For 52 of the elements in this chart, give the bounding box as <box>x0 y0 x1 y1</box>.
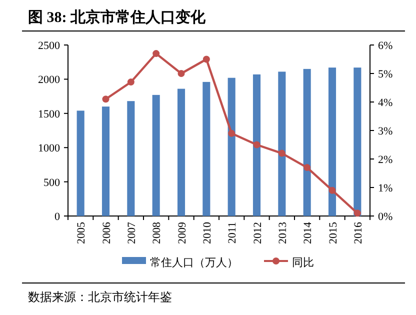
x-tick-label: 2010 <box>201 222 214 244</box>
bar <box>152 94 160 216</box>
y2-tick-label: 3% <box>378 126 393 138</box>
bar <box>76 110 84 216</box>
bar <box>252 74 261 216</box>
y2-tick-label: 6% <box>378 40 393 52</box>
y2-tick-label: 1% <box>378 182 393 194</box>
point <box>304 164 311 172</box>
bar <box>127 101 135 216</box>
y2-tick-label: 0% <box>378 211 393 223</box>
chart-title: 图 38: 北京市常住人口变化 <box>28 8 206 26</box>
legend-label: 常住人口（万人） <box>150 256 238 269</box>
point <box>278 150 286 157</box>
x-tick-label: 2016 <box>352 222 364 244</box>
x-tick-label: 2014 <box>302 222 314 244</box>
x-tick-label: 2007 <box>126 222 138 244</box>
source-note: 数据来源：北京市统计年鉴 <box>28 290 172 304</box>
y2-tick-label: 4% <box>378 97 393 109</box>
bar <box>328 68 336 216</box>
point <box>253 141 260 148</box>
point <box>127 78 134 86</box>
bar <box>202 82 210 216</box>
y-tick-label: 2500 <box>38 40 60 52</box>
y-tick-label: 1500 <box>38 108 60 120</box>
x-tick-label: 2009 <box>176 222 188 244</box>
bar <box>278 72 286 216</box>
point <box>178 70 185 77</box>
point <box>102 96 110 103</box>
y-tick-label: 1000 <box>38 142 60 155</box>
point <box>152 50 160 58</box>
bar <box>354 68 362 216</box>
point <box>228 130 236 137</box>
legend-label: 同比 <box>292 256 314 269</box>
y2-tick-label: 2% <box>378 154 393 166</box>
point <box>354 210 361 217</box>
y2-tick-label: 5% <box>378 68 393 80</box>
bar <box>177 88 186 216</box>
x-tick-label: 2006 <box>100 222 113 244</box>
point <box>328 186 336 194</box>
y-tick-label: 2000 <box>38 74 60 86</box>
x-tick-label: 2008 <box>151 222 164 244</box>
x-tick-label: 2005 <box>76 222 88 244</box>
y-tick-label: 500 <box>44 176 60 189</box>
bar <box>102 106 110 216</box>
x-tick-label: 2011 <box>226 222 239 244</box>
bar <box>303 68 311 216</box>
bar <box>228 78 236 216</box>
point <box>202 56 210 63</box>
x-tick-label: 2012 <box>252 222 264 244</box>
x-tick-label: 2013 <box>276 222 289 244</box>
y-tick-label: 0 <box>54 211 60 223</box>
x-tick-label: 2015 <box>327 222 340 244</box>
